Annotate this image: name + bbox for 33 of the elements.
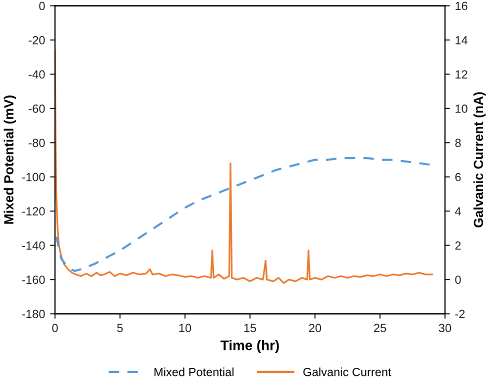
y-tick-label: -180 xyxy=(22,310,45,318)
x-tick-label: 5 xyxy=(117,324,123,332)
x-tick-label: 15 xyxy=(244,324,256,332)
y2-tick-label: 14 xyxy=(456,36,468,44)
y2-axis-title: Galvanic Current (nA) xyxy=(473,92,486,228)
y2-tick-label: 10 xyxy=(456,104,468,113)
x-tick-label: 10 xyxy=(179,324,192,332)
y-tick-label: -20 xyxy=(28,36,45,44)
y2-tick-label: 6 xyxy=(455,172,461,182)
legend-label: Galvanic Current xyxy=(303,368,392,376)
y-tick-label: -120 xyxy=(22,207,45,216)
legend-label: Mixed Potential xyxy=(154,368,234,376)
y2-tick-label: 0 xyxy=(455,276,461,284)
y2-tick-label: 12 xyxy=(456,70,468,78)
y2-tick-label: -2 xyxy=(455,310,465,318)
y2-tick-label: 2 xyxy=(455,241,461,250)
x-tick-label: 20 xyxy=(309,324,322,332)
y2-tick-label: 16 xyxy=(456,2,468,10)
y-tick-label: -140 xyxy=(22,241,45,250)
x-axis-title: Time (hr) xyxy=(220,340,279,354)
y-tick-label: -100 xyxy=(22,172,45,182)
y2-tick-label: 8 xyxy=(455,138,461,148)
x-tick-label: 30 xyxy=(438,324,452,332)
y2-tick-label: 4 xyxy=(454,207,461,216)
y-tick-label: -160 xyxy=(22,276,45,284)
y-tick-label: -80 xyxy=(28,138,45,148)
line-series xyxy=(55,49,433,284)
y-axis-title: Mixed Potential (mV) xyxy=(4,96,16,224)
y-tick-label: -40 xyxy=(28,70,45,79)
x-tick-label: 25 xyxy=(374,324,386,332)
y-tick-label: -60 xyxy=(28,104,45,113)
y-tick-label: 0 xyxy=(39,2,45,10)
x-tick-label: 0 xyxy=(52,324,58,332)
